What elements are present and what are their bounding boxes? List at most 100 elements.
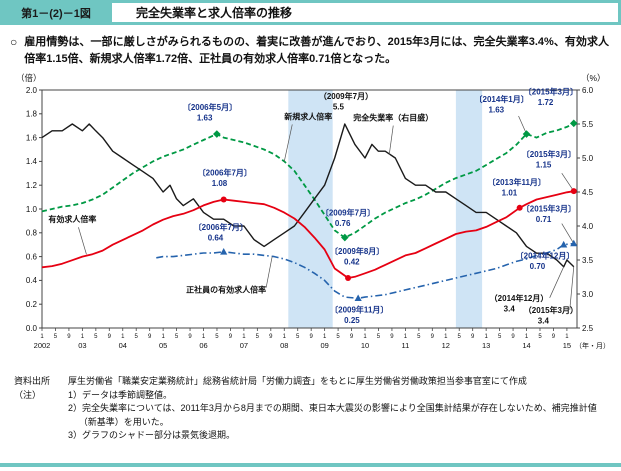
svg-text:1: 1 — [81, 334, 85, 340]
svg-text:9: 9 — [431, 334, 435, 340]
svg-text:1: 1 — [444, 334, 448, 340]
source-text: 厚生労働省「職業安定業務統計」総務省統計局「労働力調査」をもとに厚生労働省労働政… — [68, 376, 527, 387]
svg-text:5: 5 — [417, 334, 421, 340]
chart-annotation: 3.4 — [538, 316, 550, 325]
svg-text:12: 12 — [442, 341, 450, 350]
marker-triangle — [570, 239, 578, 247]
unemployment-job-openings-line-chart: 0.0 0.2 0.4 0.6 0.8 1.0 1.2 1.4 1.6 1.8 2.0 2.5 3.0 3… — [16, 73, 610, 350]
svg-text:0.0: 0.0 — [26, 324, 38, 333]
series-shinki-kyujin-bairitsu — [41, 122, 575, 239]
marker-triangle — [354, 294, 362, 302]
svg-text:1: 1 — [565, 334, 569, 340]
svg-text:08: 08 — [280, 341, 288, 350]
svg-text:03: 03 — [78, 341, 86, 350]
svg-text:04: 04 — [119, 341, 127, 350]
svg-text:1: 1 — [202, 334, 206, 340]
svg-text:9: 9 — [108, 334, 112, 340]
marker-diamond — [569, 119, 578, 128]
chart-annotation: 〔2014年1月〕 — [475, 94, 529, 104]
svg-text:9: 9 — [310, 334, 314, 340]
svg-text:1.6: 1.6 — [26, 133, 38, 142]
chart-annotation: 1.63 — [197, 114, 213, 123]
marker-circle — [345, 275, 352, 282]
svg-text:9: 9 — [390, 334, 394, 340]
svg-text:9: 9 — [552, 334, 556, 340]
svg-text:5: 5 — [215, 334, 219, 340]
note-item-1: 1）データは季節調整値。 — [68, 389, 173, 400]
svg-text:6.0: 6.0 — [582, 86, 594, 95]
svg-text:4.0: 4.0 — [582, 222, 594, 231]
series-yuko-kyujin-bairitsu — [41, 190, 574, 279]
chart-annotation: 0.70 — [530, 262, 546, 271]
notes-row: （注） 1）データは季節調整値。 2）完全失業率については、2011年3月から8… — [14, 389, 611, 443]
svg-text:2002: 2002 — [34, 341, 51, 350]
svg-text:0.2: 0.2 — [26, 300, 38, 309]
chart-annotation: 〔2006年7月〕 — [198, 168, 252, 178]
figure-title-box: 完全失業率と求人倍率の推移 — [112, 3, 618, 22]
svg-text:07: 07 — [240, 341, 248, 350]
figure-number: 第1－(2)－1図 — [21, 7, 91, 20]
svg-text:9: 9 — [148, 334, 152, 340]
svg-text:5: 5 — [458, 334, 462, 340]
svg-text:1: 1 — [363, 334, 367, 340]
x-axis-unit: （年・月） — [575, 341, 610, 350]
svg-text:3.5: 3.5 — [582, 256, 594, 265]
svg-text:1.8: 1.8 — [26, 110, 38, 119]
svg-text:3.0: 3.0 — [582, 290, 594, 299]
svg-text:5: 5 — [538, 334, 542, 340]
footer-notes: 資料出所 厚生労働省「職業安定業務統計」総務省統計局「労働力調査」をもとに厚生労… — [0, 372, 621, 443]
note-item-2: 2）完全失業率については、2011年3月から8月までの期間、東日本大震災の影響に… — [68, 403, 597, 427]
svg-text:2.0: 2.0 — [26, 86, 38, 95]
svg-text:5: 5 — [175, 334, 179, 340]
summary-paragraph: ○ 雇用情勢は、一部に厳しさがみられるものの、着実に改善が進んでおり、2015年… — [0, 25, 621, 70]
summary-text: 雇用情勢は、一部に厳しさがみられるものの、着実に改善が進んでおり、2015年3月… — [24, 36, 609, 66]
source-row: 資料出所 厚生労働省「職業安定業務統計」総務省統計局「労働力調査」をもとに厚生労… — [14, 375, 611, 389]
svg-text:9: 9 — [471, 334, 475, 340]
bottom-rule — [0, 463, 621, 467]
chart-annotation: （2014年12月） — [490, 293, 549, 303]
svg-text:1.4: 1.4 — [26, 157, 38, 166]
svg-text:1: 1 — [121, 334, 125, 340]
svg-text:06: 06 — [199, 341, 207, 350]
chart-annotation: 〔2006年5月〕 — [183, 102, 237, 112]
marker-triangle — [560, 240, 568, 248]
series-seishain-yuko-kyujin-bairitsu — [156, 242, 574, 300]
svg-text:9: 9 — [269, 334, 273, 340]
svg-text:5: 5 — [54, 334, 58, 340]
svg-text:1: 1 — [404, 334, 408, 340]
note-label: （注） — [14, 389, 42, 400]
chart-annotation: （2009年7月） — [319, 91, 373, 101]
svg-text:10: 10 — [361, 341, 369, 350]
svg-text:9: 9 — [229, 334, 233, 340]
chart-annotation: 正社員の有効求人倍率 — [186, 285, 266, 295]
svg-text:1: 1 — [161, 334, 165, 340]
svg-text:5.0: 5.0 — [582, 154, 594, 163]
chart-annotation: 完全失業率（右目盛） — [353, 113, 433, 123]
series-kanzen-shitsugyoritsu — [41, 123, 575, 268]
chart-annotation: 〔2006年7月〕 — [194, 222, 248, 232]
chart-annotation: 3.4 — [504, 304, 516, 313]
marker-diamond — [522, 130, 531, 138]
svg-text:9: 9 — [188, 334, 192, 340]
chart-annotation: 1.72 — [538, 98, 554, 107]
marker-circle — [570, 188, 577, 195]
figure-title: 完全失業率と求人倍率の推移 — [136, 6, 293, 20]
chart-annotation: 〔2009年7月〕 — [321, 208, 375, 218]
svg-text:9: 9 — [67, 334, 71, 340]
chart-annotation: （2015年3月） — [524, 305, 578, 315]
marker-circle — [516, 204, 523, 211]
marker-triangle — [220, 248, 228, 255]
svg-text:09: 09 — [320, 341, 328, 350]
svg-text:5: 5 — [296, 334, 300, 340]
chart-annotation: 〔2009年11月〕 — [330, 304, 388, 314]
note-item-3: 3）グラフのシャドー部分は景気後退期。 — [68, 430, 236, 441]
svg-text:9: 9 — [350, 334, 354, 340]
chart-annotation: 0.42 — [344, 258, 360, 267]
svg-text:14: 14 — [522, 341, 530, 350]
recession-shade — [455, 90, 483, 329]
marker-circle — [220, 196, 227, 203]
svg-text:1.2: 1.2 — [26, 181, 38, 190]
svg-text:0.4: 0.4 — [26, 276, 38, 285]
svg-text:1: 1 — [484, 334, 488, 340]
chart-annotation: 〔2015年3月〕 — [522, 204, 576, 214]
